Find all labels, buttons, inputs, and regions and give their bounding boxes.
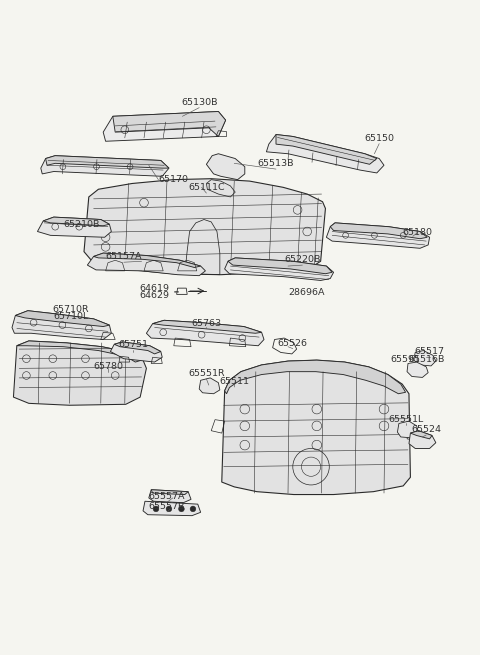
- Polygon shape: [199, 378, 220, 394]
- Text: 65763: 65763: [192, 318, 221, 328]
- Polygon shape: [153, 320, 262, 333]
- Polygon shape: [410, 431, 432, 439]
- Text: 65517: 65517: [415, 347, 444, 356]
- Polygon shape: [143, 501, 201, 515]
- Text: 64629: 64629: [139, 291, 169, 300]
- Polygon shape: [113, 111, 226, 136]
- Text: 28696A: 28696A: [288, 288, 324, 297]
- Polygon shape: [12, 310, 111, 339]
- Polygon shape: [146, 320, 264, 346]
- Polygon shape: [94, 253, 201, 267]
- Text: 65150: 65150: [364, 134, 394, 143]
- Polygon shape: [103, 111, 226, 141]
- Polygon shape: [397, 421, 419, 438]
- Text: 65557A: 65557A: [149, 493, 185, 501]
- Text: 65180: 65180: [403, 228, 432, 237]
- Circle shape: [153, 506, 159, 512]
- Text: 65551L: 65551L: [388, 415, 423, 424]
- Polygon shape: [13, 341, 146, 405]
- Text: 65220B: 65220B: [284, 255, 321, 264]
- Polygon shape: [149, 490, 191, 502]
- Polygon shape: [87, 253, 205, 276]
- Text: 65511: 65511: [219, 377, 249, 386]
- Text: 65524: 65524: [411, 425, 441, 434]
- Polygon shape: [37, 217, 111, 237]
- Polygon shape: [84, 179, 325, 274]
- Text: 65513B: 65513B: [258, 159, 294, 168]
- Circle shape: [179, 506, 184, 512]
- Polygon shape: [151, 490, 188, 495]
- Polygon shape: [266, 134, 384, 173]
- Text: 65210B: 65210B: [63, 220, 100, 229]
- Polygon shape: [114, 342, 161, 354]
- Text: 65710L: 65710L: [53, 312, 89, 321]
- Text: 65130B: 65130B: [181, 98, 217, 107]
- Text: 64619: 64619: [139, 284, 169, 293]
- Polygon shape: [43, 217, 109, 226]
- Polygon shape: [17, 341, 142, 362]
- Polygon shape: [407, 362, 428, 377]
- Polygon shape: [41, 156, 169, 176]
- Polygon shape: [110, 342, 162, 362]
- Text: 65780: 65780: [93, 362, 123, 371]
- Polygon shape: [225, 258, 334, 280]
- Polygon shape: [228, 258, 332, 274]
- Circle shape: [166, 506, 172, 512]
- Text: 65557B: 65557B: [149, 502, 185, 511]
- Text: 65551R: 65551R: [188, 369, 225, 378]
- Polygon shape: [276, 134, 377, 164]
- Polygon shape: [206, 154, 245, 179]
- Circle shape: [190, 506, 196, 512]
- Polygon shape: [46, 156, 169, 168]
- Text: 65170: 65170: [158, 175, 188, 184]
- Polygon shape: [225, 360, 406, 394]
- Polygon shape: [326, 223, 430, 248]
- Text: 65516B: 65516B: [408, 355, 444, 364]
- Text: 65526: 65526: [278, 339, 308, 348]
- Polygon shape: [15, 310, 109, 327]
- Text: 65751: 65751: [119, 340, 148, 349]
- Text: 65157A: 65157A: [106, 252, 142, 261]
- Polygon shape: [414, 350, 436, 366]
- Polygon shape: [330, 223, 427, 238]
- Text: 65111C: 65111C: [188, 183, 225, 192]
- Polygon shape: [222, 360, 410, 495]
- Text: 65591: 65591: [391, 355, 420, 364]
- Text: 65710R: 65710R: [53, 305, 89, 314]
- Polygon shape: [409, 431, 436, 449]
